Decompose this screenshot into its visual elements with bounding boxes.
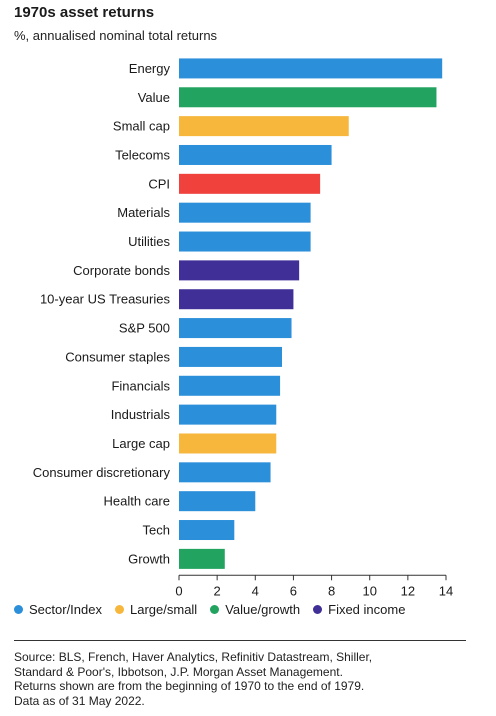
- category-label-consumer-staples: Consumer staples: [65, 349, 170, 364]
- category-label-large-cap: Large cap: [112, 436, 170, 451]
- bar-telecoms: [179, 144, 332, 165]
- legend-item-large-small: Large/small: [115, 602, 197, 617]
- category-label-corporate-bonds: Corporate bonds: [73, 263, 170, 278]
- x-tick-label: 8: [328, 583, 335, 598]
- x-tick-label: 4: [252, 583, 259, 598]
- legend-item-sector-index: Sector/Index: [14, 602, 102, 617]
- legend-swatch-fixed-income: [313, 605, 323, 614]
- divider: [14, 640, 466, 641]
- source-line: Source: BLS, French, Haver Analytics, Re…: [14, 650, 373, 664]
- category-label-tech: Tech: [143, 523, 170, 538]
- legend: Sector/Index Large/small Value/growth Fi…: [14, 602, 418, 617]
- category-label-cpi: CPI: [148, 176, 170, 191]
- x-tick-label: 10: [362, 583, 376, 598]
- bar-health-care: [179, 491, 256, 512]
- category-label-financials: Financials: [111, 378, 170, 393]
- bar-financials: [179, 375, 281, 396]
- bar-10-year-us-treasuries: [179, 289, 294, 310]
- bar-value: [179, 87, 437, 108]
- category-label-utilities: Utilities: [128, 234, 170, 249]
- bar-large-cap: [179, 433, 277, 454]
- x-tick-label: 6: [290, 583, 297, 598]
- bar-consumer-discretionary: [179, 462, 271, 483]
- category-label-health-care: Health care: [104, 494, 170, 509]
- category-label-value: Value: [138, 90, 170, 105]
- x-tick-label: 2: [214, 583, 221, 598]
- source-note: Source: BLS, French, Haver Analytics, Re…: [14, 650, 484, 708]
- legend-swatch-large-small: [115, 605, 124, 614]
- bar-small-cap: [179, 116, 349, 137]
- category-label-s-p-500: S&P 500: [119, 321, 170, 336]
- bar-chart: Energy Value Small cap Telecoms CPI Materials…: [33, 58, 453, 598]
- bar-s-p-500: [179, 318, 292, 339]
- source-line: Standard & Poor's, Ibbotson, J.P. Morgan…: [14, 664, 343, 679]
- bar-growth: [179, 548, 225, 569]
- category-label-10-year-us-treasuries: 10-year US Treasuries: [40, 292, 171, 307]
- x-tick-label: 14: [439, 583, 453, 598]
- category-label-materials: Materials: [117, 205, 170, 220]
- chart-subtitle: %, annualised nominal total returns: [14, 28, 218, 43]
- legend-label-value-growth: Value/growth: [225, 602, 301, 617]
- category-label-small-cap: Small cap: [113, 119, 170, 134]
- legend-label-fixed-income: Fixed income: [328, 602, 406, 617]
- legend-swatch-value-growth: [210, 605, 220, 614]
- bar-materials: [179, 202, 311, 223]
- bar-consumer-staples: [179, 346, 282, 367]
- source-line: Returns shown are from the beginning of …: [14, 679, 365, 693]
- legend-item-fixed-income: Fixed income: [313, 602, 405, 617]
- bar-tech: [179, 520, 235, 541]
- source-line: Data as of 31 May 2022.: [14, 693, 145, 708]
- category-label-consumer-discretionary: Consumer discretionary: [33, 465, 171, 480]
- bar-industrials: [179, 404, 277, 425]
- category-label-growth: Growth: [128, 551, 170, 566]
- category-label-energy: Energy: [129, 61, 171, 76]
- chart-title: 1970s asset returns: [14, 4, 155, 21]
- bar-utilities: [179, 231, 311, 252]
- legend-item-value-growth: Value/growth: [210, 602, 300, 617]
- legend-label-sector-index: Sector/Index: [29, 602, 102, 617]
- x-tick-label: 12: [401, 583, 415, 598]
- x-tick-label: 0: [175, 583, 182, 598]
- category-label-telecoms: Telecoms: [115, 147, 170, 162]
- bar-energy: [179, 58, 443, 79]
- legend-swatch-sector-index: [14, 605, 23, 614]
- bar-corporate-bonds: [179, 260, 300, 281]
- legend-label-large-small: Large/small: [130, 602, 198, 617]
- category-label-industrials: Industrials: [111, 407, 171, 422]
- bar-cpi: [179, 173, 321, 194]
